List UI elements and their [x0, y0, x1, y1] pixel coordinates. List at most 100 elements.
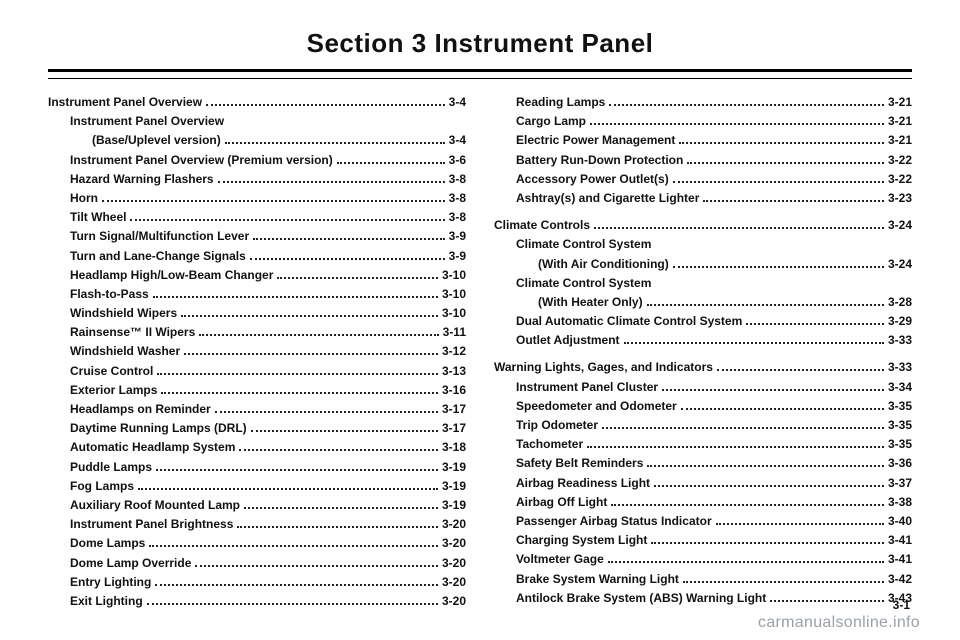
toc-item-row: Instrument Panel Cluster3-34 [494, 378, 912, 397]
toc-item-label: Speedometer and Odometer [516, 397, 677, 416]
leader-dots [102, 200, 445, 202]
toc-item-label: Daytime Running Lamps (DRL) [70, 419, 247, 438]
leader-dots [594, 227, 884, 229]
toc-column-right: Reading Lamps3-21 Cargo Lamp3-21 Electri… [494, 93, 912, 611]
toc-item-row: Dome Lamps 3-20 [48, 534, 466, 553]
leader-dots [149, 545, 438, 547]
toc-page: 3-10 [442, 266, 466, 285]
toc-section-row: Instrument Panel Overview 3-4 [48, 93, 466, 112]
toc-item-label: Dome Lamps [70, 534, 145, 553]
toc-page: 3-18 [442, 438, 466, 457]
toc-item-label: Exit Lighting [70, 592, 143, 611]
toc-page: 3-17 [442, 419, 466, 438]
toc-page: 3-10 [442, 304, 466, 323]
toc-page: 3-17 [442, 400, 466, 419]
toc-item-row: Automatic Headlamp System 3-18 [48, 438, 466, 457]
toc-page: 3-34 [888, 378, 912, 397]
toc-item-row: Flash-to-Pass3-10 [48, 285, 466, 304]
toc-page: 3-42 [888, 570, 912, 589]
spacer [494, 350, 912, 358]
toc-item-row: Dome Lamp Override3-20 [48, 554, 466, 573]
toc-item-label: Accessory Power Outlet(s) [516, 170, 669, 189]
toc-item-row: Instrument Panel Brightness3-20 [48, 515, 466, 534]
leader-dots [225, 142, 445, 144]
toc-item-label: Hazard Warning Flashers [70, 170, 214, 189]
toc-item-label: Flash-to-Pass [70, 285, 149, 304]
toc-page: 3-41 [888, 531, 912, 550]
leader-dots [244, 507, 438, 509]
toc-item-row: Horn3-8 [48, 189, 466, 208]
leader-dots [590, 123, 884, 125]
toc-page: 3-21 [888, 112, 912, 131]
toc-item-label: Antilock Brake System (ABS) Warning Ligh… [516, 589, 766, 608]
toc-page: 3-12 [442, 342, 466, 361]
toc-page: 3-20 [442, 515, 466, 534]
toc-item-label: Entry Lighting [70, 573, 151, 592]
leader-dots [138, 488, 438, 490]
toc-page: 3-4 [449, 93, 466, 112]
leader-dots [679, 142, 884, 144]
leader-dots [239, 449, 438, 451]
toc-page: 3-22 [888, 151, 912, 170]
toc-item-label: Reading Lamps [516, 93, 605, 112]
toc-item-row: (With Air Conditioning)3-24 [494, 255, 912, 274]
toc-page: 3-38 [888, 493, 912, 512]
toc-item-row: Fog Lamps3-19 [48, 477, 466, 496]
section-heading: Section 3 Instrument Panel [48, 28, 912, 59]
toc-item-label: Charging System Light [516, 531, 647, 550]
toc-item-label: Tilt Wheel [70, 208, 126, 227]
toc-item-row: Ashtray(s) and Cigarette Lighter3-23 [494, 189, 912, 208]
toc-item-row: Turn and Lane-Change Signals3-9 [48, 247, 466, 266]
toc-page: 3-21 [888, 131, 912, 150]
leader-dots [206, 104, 445, 106]
toc-item-label: Climate Control System [516, 274, 651, 293]
toc-item-row: (Base/Uplevel version) 3-4 [48, 131, 466, 150]
toc-page: 3-23 [888, 189, 912, 208]
spacer [494, 208, 912, 216]
toc-item-row: Hazard Warning Flashers3-8 [48, 170, 466, 189]
leader-dots [717, 369, 884, 371]
toc-item-row: Reading Lamps3-21 [494, 93, 912, 112]
toc-section-row: Climate Controls 3-24 [494, 216, 912, 235]
toc-section-label: Warning Lights, Gages, and Indicators [494, 358, 713, 377]
toc-item-label: Headlamps on Reminder [70, 400, 211, 419]
toc-item-label: Trip Odometer [516, 416, 598, 435]
leader-dots [157, 373, 438, 375]
toc-section-row: Warning Lights, Gages, and Indicators 3-… [494, 358, 912, 377]
toc-item-label: Battery Run-Down Protection [516, 151, 683, 170]
toc-page: 3-20 [442, 554, 466, 573]
toc-item-label: Horn [70, 189, 98, 208]
toc-page: 3-33 [888, 331, 912, 350]
leader-dots [215, 411, 438, 413]
leader-dots [147, 603, 438, 605]
toc-item-label: Puddle Lamps [70, 458, 152, 477]
toc-item-row: Passenger Airbag Status Indicator3-40 [494, 512, 912, 531]
toc-item-label: (With Heater Only) [538, 293, 643, 312]
rule-inner-top [48, 78, 912, 79]
toc-item-label: Outlet Adjustment [516, 331, 620, 350]
toc-page: 3-20 [442, 592, 466, 611]
toc-item-row: Tachometer3-35 [494, 435, 912, 454]
toc-page: 3-20 [442, 534, 466, 553]
toc-page: 3-4 [449, 131, 466, 150]
toc-item-label: Windshield Washer [70, 342, 180, 361]
toc-item-label: Fog Lamps [70, 477, 134, 496]
leader-dots [195, 565, 438, 567]
toc-item-row: Turn Signal/Multifunction Lever3-9 [48, 227, 466, 246]
toc-page: 3-29 [888, 312, 912, 331]
toc-column-left: Instrument Panel Overview 3-4 Instrument… [48, 93, 466, 611]
toc-item-row: Safety Belt Reminders3-36 [494, 454, 912, 473]
toc-item-label: (Base/Uplevel version) [92, 131, 221, 150]
toc-item-label: Turn and Lane-Change Signals [70, 247, 246, 266]
leader-dots [250, 258, 445, 260]
toc-page: 3-35 [888, 416, 912, 435]
toc-page: 3-33 [888, 358, 912, 377]
toc-item-row: Dual Automatic Climate Control System3-2… [494, 312, 912, 331]
toc-item-row: Rainsense™ II Wipers3-11 [48, 323, 466, 342]
toc-page: 3-35 [888, 397, 912, 416]
toc-item-label: Automatic Headlamp System [70, 438, 235, 457]
toc-section-label: Instrument Panel Overview [48, 93, 202, 112]
toc-item-label: Tachometer [516, 435, 583, 454]
toc-page: 3-8 [449, 208, 466, 227]
leader-dots [681, 408, 884, 410]
